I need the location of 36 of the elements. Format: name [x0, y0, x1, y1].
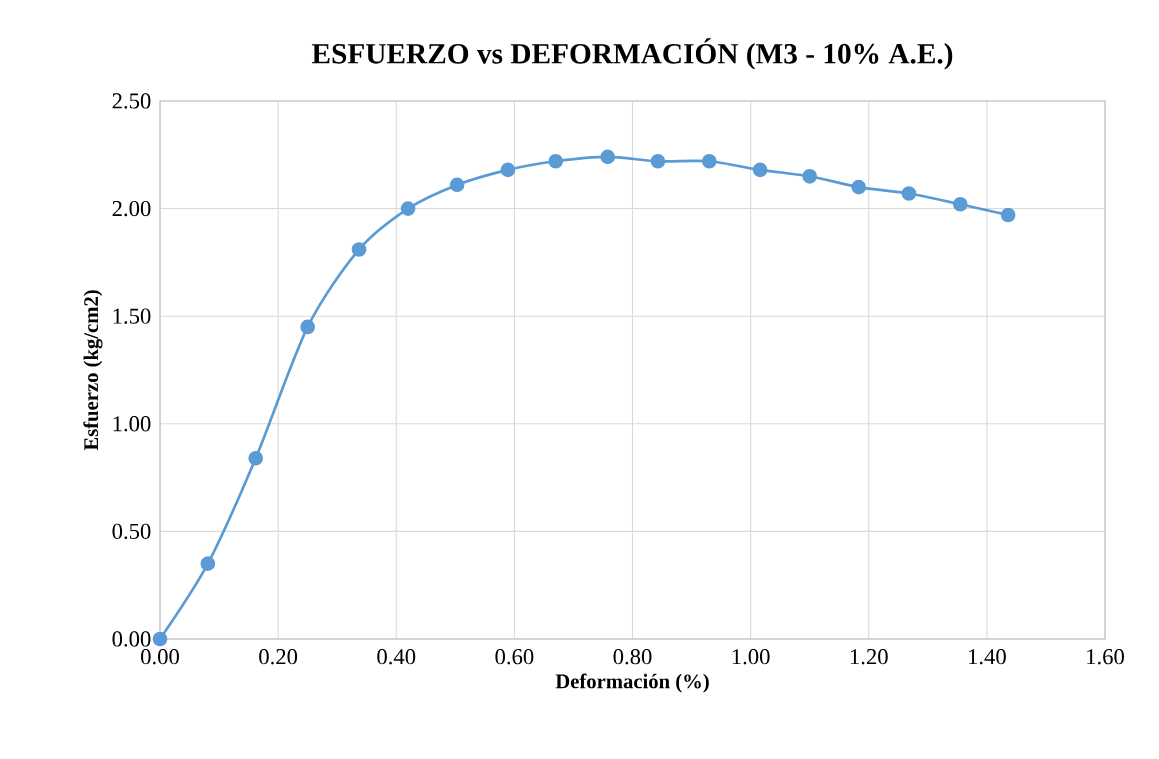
- point: [300, 319, 315, 335]
- y-axis-title: Esfuerzo (kg/cm2): [83, 290, 103, 451]
- point: [500, 162, 516, 178]
- point: [400, 201, 416, 216]
- x-tick-label: 0.00: [141, 649, 179, 665]
- point: [802, 168, 818, 184]
- x-tick-label: 1.60: [1087, 649, 1124, 665]
- point: [449, 177, 465, 193]
- y-tick-label: 1.00: [113, 416, 151, 432]
- y-tick-label: 0.00: [112, 631, 151, 647]
- x-tick-label: 1.40: [969, 649, 1006, 665]
- point: [901, 186, 917, 201]
- point: [351, 242, 367, 257]
- point: [600, 149, 616, 165]
- point: [548, 153, 564, 169]
- x-tick-label: 1.00: [732, 649, 770, 665]
- point: [248, 450, 264, 466]
- x-tick-label: 0.20: [259, 649, 298, 665]
- y-tick-label: 0.50: [112, 523, 151, 540]
- x-axis-title: Deformación (%): [555, 673, 709, 693]
- point: [1000, 207, 1016, 223]
- y-tick-label: 1.50: [113, 308, 151, 324]
- point: [200, 556, 216, 572]
- point: [752, 162, 768, 178]
- x-tick-label: 1.20: [850, 649, 888, 665]
- chart-title: ESFUERZO vs DEFORMACIÓN (M3 - 10% A.E.): [311, 38, 953, 70]
- point: [650, 153, 666, 169]
- y-tick-label: 2.00: [112, 200, 151, 217]
- y-tick-label: 2.50: [112, 93, 151, 109]
- x-tick-label: 0.80: [613, 649, 652, 665]
- point: [152, 631, 168, 647]
- x-tick-label: 0.40: [377, 649, 416, 665]
- point: [701, 153, 717, 169]
- point: [851, 179, 867, 195]
- x-tick-label: 0.60: [495, 649, 534, 665]
- point: [952, 196, 968, 212]
